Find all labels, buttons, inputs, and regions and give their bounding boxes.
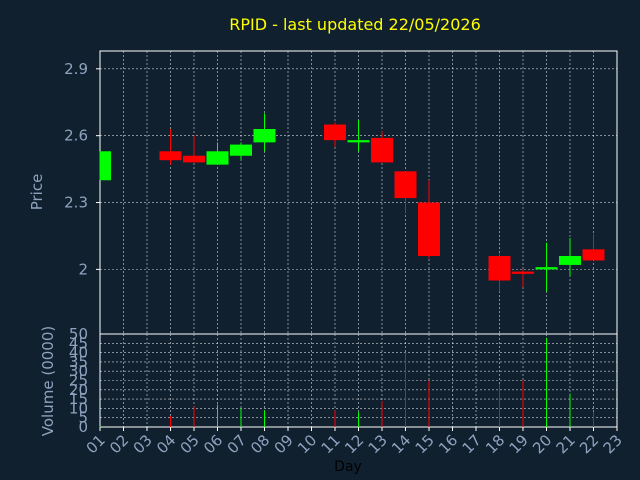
x-axis-label: Day [334, 459, 362, 475]
x-tick-label: 04 [153, 431, 179, 457]
candle-body [488, 256, 511, 281]
volume-y-tick-label: 40 [69, 344, 88, 362]
x-tick-label: 21 [553, 431, 579, 457]
x-tick-label: 22 [576, 431, 602, 457]
x-tick-label: 19 [506, 431, 532, 457]
x-ticks: 0102030405060708091011121314151617181920… [83, 427, 626, 457]
candle-body [394, 171, 417, 199]
candle-body [371, 137, 393, 163]
volume-y-tick-label: 0 [78, 418, 88, 436]
x-tick-label: 10 [294, 431, 320, 457]
x-tick-label: 17 [459, 431, 485, 457]
x-tick-label: 15 [412, 431, 438, 457]
x-tick-label: 14 [388, 431, 414, 457]
price-y-tick-label: 2.6 [64, 127, 88, 145]
candle-body [230, 144, 252, 156]
price-axis-label: Price [28, 174, 46, 211]
x-tick-label: 03 [130, 431, 156, 457]
x-tick-label: 12 [341, 431, 367, 457]
candle-body [582, 249, 605, 261]
price-panel: 2 2.3 2.6 2.9 Price [28, 50, 618, 335]
x-tick-label: 09 [271, 431, 297, 457]
x-tick-label: 08 [247, 431, 273, 457]
price-y-tick-label: 2.3 [64, 194, 88, 212]
volume-y-tick-label: 10 [69, 399, 88, 417]
volume-y-tick-label: 45 [69, 334, 88, 352]
x-tick-label: 23 [600, 431, 626, 457]
volume-y-tick-label: 25 [69, 372, 88, 390]
x-tick-label: 11 [318, 431, 344, 457]
volume-y-tick-label: 20 [69, 381, 88, 399]
candle-body [418, 202, 440, 257]
price-y-ticks: 2 2.3 2.6 2.9 [64, 60, 100, 278]
candle-body [183, 155, 205, 163]
candle-body [253, 128, 276, 143]
x-tick-label: 05 [177, 431, 203, 457]
x-tick-label: 06 [200, 431, 226, 457]
candles [99, 113, 605, 292]
x-tick-label: 02 [106, 431, 132, 457]
candle-body [324, 124, 346, 141]
price-y-tick-label: 2 [78, 260, 88, 278]
volume-y-tick-label: 35 [69, 353, 88, 371]
volume-y-tick-label: 15 [69, 390, 88, 408]
x-tick-label: 16 [435, 431, 461, 457]
x-tick-label: 20 [529, 431, 555, 457]
chart-title: RPID - last updated 22/05/2026 [229, 15, 481, 34]
candle-body [159, 151, 182, 161]
x-tick-label: 07 [224, 431, 250, 457]
candle-body [559, 256, 581, 265]
x-tick-label: 13 [365, 431, 391, 457]
candle-body [512, 271, 534, 274]
volume-y-tick-label: 5 [78, 409, 88, 427]
candle-body [100, 151, 111, 181]
candle-body [347, 140, 370, 143]
volume-y-tick-label: 30 [69, 362, 88, 380]
volume-bars [99, 337, 594, 427]
volume-y-tick-label: 50 [69, 325, 88, 343]
candle-body [535, 267, 558, 270]
price-y-tick-label: 2.9 [64, 60, 88, 78]
price-grid [100, 51, 617, 334]
volume-axis-label: Volume (0000) [39, 326, 57, 436]
x-tick-label: 18 [482, 431, 508, 457]
candle-body [206, 151, 229, 165]
